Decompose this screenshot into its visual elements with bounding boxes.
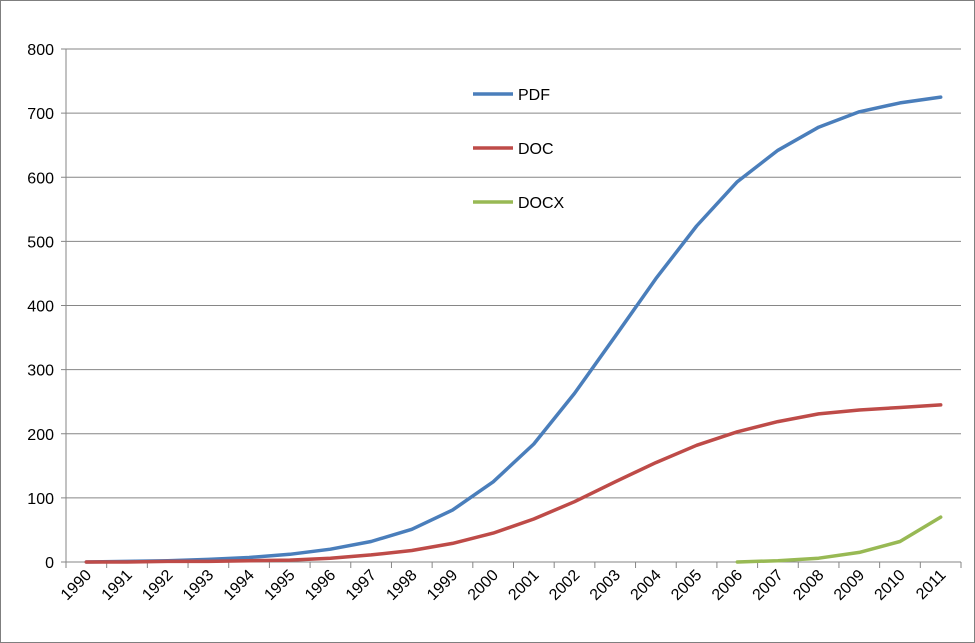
y-tick-label: 300 [27, 363, 54, 380]
x-tick-label: 2002 [546, 567, 583, 604]
x-tick-label: 2011 [913, 567, 949, 603]
x-tick-label: 1993 [180, 567, 217, 604]
x-tick-label: 2000 [465, 567, 502, 604]
x-tick-label: 2005 [668, 567, 705, 604]
x-tick-label: 1995 [261, 567, 298, 604]
series-line-docx [735, 515, 943, 564]
gridlines [66, 48, 961, 499]
y-tick-label: 100 [27, 491, 54, 508]
x-tick-label: 1992 [139, 567, 176, 604]
x-tick-label: 2003 [587, 567, 624, 604]
legend-label-docx: DOCX [518, 195, 565, 212]
y-tick-label: 600 [27, 170, 54, 187]
x-tick-label: 2007 [750, 567, 787, 604]
y-tick-label: 200 [27, 427, 54, 444]
x-tick-label: 2009 [831, 567, 868, 604]
x-tick-label: 2010 [872, 567, 909, 604]
x-tick-label: 1999 [424, 567, 461, 604]
y-axis-tick-labels: 0 100 200 300 400 500 600 700 800 [27, 42, 54, 572]
x-tick-label: 1990 [58, 567, 95, 604]
x-tick-label: 2004 [628, 567, 665, 604]
legend-label-doc: DOC [518, 141, 554, 158]
x-tick-label: 1997 [343, 567, 380, 604]
series-lines [84, 95, 943, 564]
axes [61, 48, 962, 568]
x-axis-tick-labels: 1990 1991 1992 1993 1994 1995 1996 1997 1998 1999… [58, 567, 950, 604]
x-tick-label: 2008 [790, 567, 827, 604]
y-tick-label: 500 [27, 234, 54, 251]
y-tick-label: 700 [27, 106, 54, 123]
x-tick-label: 2006 [709, 567, 746, 604]
x-tick-label: 2001 [505, 567, 542, 604]
series-line-doc [84, 403, 943, 564]
x-tick-label: 1996 [302, 567, 339, 604]
series-line-pdf [84, 95, 943, 564]
x-tick-label: 1994 [221, 567, 258, 604]
legend-label-pdf: PDF [518, 87, 550, 104]
y-tick-label: 0 [45, 555, 54, 572]
legend: PDF DOC DOCX [473, 87, 565, 212]
y-tick-label: 400 [27, 299, 54, 316]
x-tick-label: 1991 [99, 567, 136, 604]
x-tick-label: 1998 [383, 567, 420, 604]
y-tick-label: 800 [27, 42, 54, 59]
